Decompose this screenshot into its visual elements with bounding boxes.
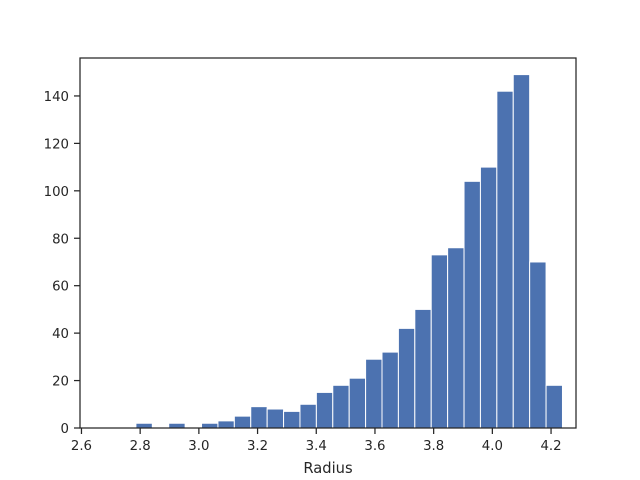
bars-group [135, 74, 563, 429]
histogram-bar [283, 410, 301, 429]
histogram-bar [397, 327, 416, 429]
x-tick-label: 3.2 [247, 439, 268, 454]
histogram-bar [479, 166, 498, 429]
y-tick-label: 20 [52, 375, 69, 390]
plot-frame [79, 57, 577, 429]
y-ticks-group: 0 20 40 60 80 100 120 140 [44, 90, 80, 437]
histogram-bar [365, 358, 383, 429]
x-tick-label: 3.4 [306, 439, 327, 454]
histogram-bar [348, 377, 367, 429]
y-tick-label: 80 [52, 232, 69, 247]
y-tick-label: 60 [52, 280, 69, 295]
histogram-bar [529, 261, 547, 429]
histogram-bar [430, 254, 449, 429]
x-ticks-group: 2.6 2.8 3.0 3.2 3.4 3.6 3.8 4.0 4.2 [71, 428, 562, 454]
x-tick-label: 4.0 [482, 439, 503, 454]
x-tick-label: 3.0 [188, 439, 209, 454]
histogram-bar [217, 420, 235, 429]
histogram-bar [545, 384, 563, 429]
histogram-bar [201, 422, 219, 429]
x-tick-label: 3.8 [423, 439, 444, 454]
histogram-bar [414, 308, 432, 429]
y-tick-label: 140 [44, 90, 69, 105]
histogram-bar [332, 384, 350, 429]
histogram-bar [299, 403, 317, 429]
histogram-bar [315, 391, 334, 429]
x-tick-label: 3.6 [364, 439, 385, 454]
histogram-bar [447, 247, 465, 429]
y-tick-label: 0 [61, 422, 69, 437]
histogram-bar [512, 74, 531, 429]
x-axis-label: Radius [303, 460, 352, 477]
histogram-bar [266, 408, 285, 429]
histogram-bar [250, 406, 268, 429]
y-tick-label: 120 [44, 137, 69, 152]
histogram-bar [233, 415, 252, 429]
histogram-bar [496, 90, 514, 429]
histogram-bar [463, 180, 481, 429]
x-tick-label: 2.6 [71, 439, 92, 454]
y-tick-label: 100 [44, 185, 69, 200]
histogram-bar [135, 422, 153, 429]
histogram-bar [381, 351, 399, 429]
histogram-bar [168, 422, 186, 429]
y-tick-label: 40 [52, 327, 69, 342]
x-tick-label: 2.8 [130, 439, 151, 454]
x-tick-label: 4.2 [540, 439, 561, 454]
